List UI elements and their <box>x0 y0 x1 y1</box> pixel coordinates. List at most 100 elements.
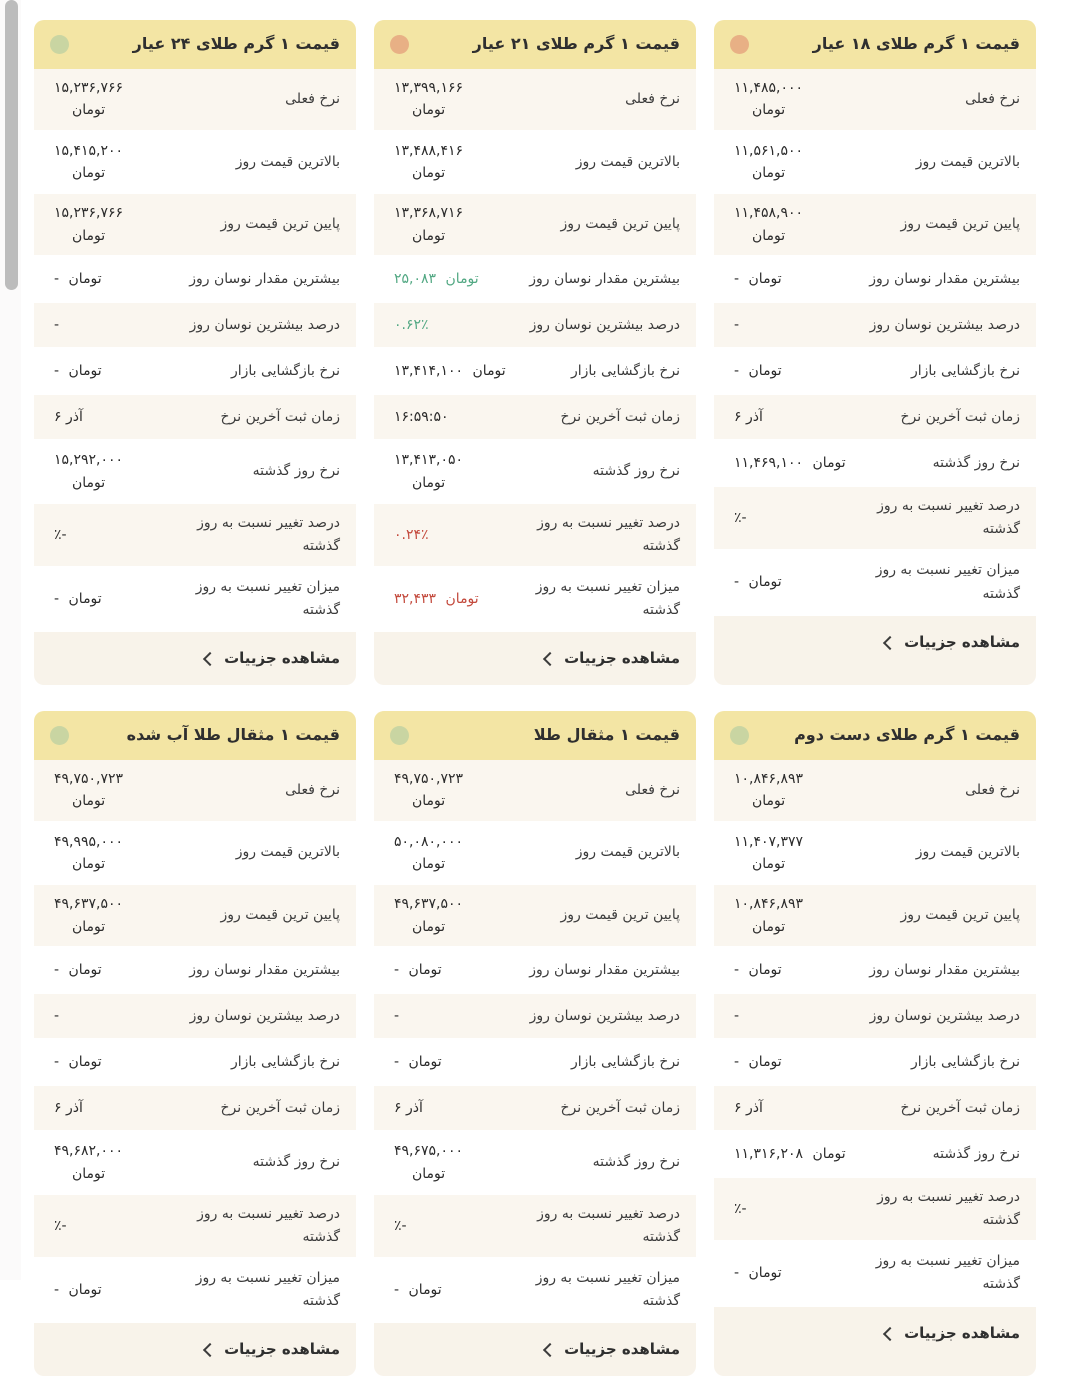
row-label: درصد بیشترین نوسان روز <box>869 1007 1020 1024</box>
price-row: نرخ بازگشایی بازار - تومان <box>714 349 1036 396</box>
row-amount: ۱۳,۴۱۴,۱۰۰ <box>394 363 464 380</box>
price-row: بالاترین قیمت روز ۴۹,۹۹۵,۰۰۰ تومان <box>34 822 356 886</box>
row-value: ۴۹,۶۳۷,۵۰۰ تومان <box>390 893 463 938</box>
row-unit: تومان <box>748 574 782 591</box>
row-amount: - <box>54 591 60 608</box>
row-unit: تومان <box>68 591 102 608</box>
row-amount: ۶ آذر <box>734 1099 763 1116</box>
row-unit: تومان <box>71 102 106 119</box>
card-title: قیمت ۱ گرم طلای ۱۸ عیار <box>812 34 1020 54</box>
row-amount: ۱۳,۳۶۸,۷۱۶ <box>394 205 464 222</box>
price-row: میزان تغییر نسبت به روز گذشته - تومان <box>34 568 356 633</box>
price-row: میزان تغییر نسبت به روز گذشته - تومان <box>374 1259 696 1324</box>
row-label: نرخ روز گذشته <box>592 463 680 480</box>
row-amount: ۱۳,۴۸۸,۴۱۶ <box>394 142 464 159</box>
row-value: ۳۲,۴۳۳ تومان <box>390 588 512 610</box>
details-link[interactable]: مشاهده جزییات <box>34 632 356 685</box>
row-label: درصد تغییر نسبت به روز گذشته <box>197 1205 340 1246</box>
price-row: نرخ فعلی ۴۹,۷۵۰,۷۲۳ تومان <box>374 759 696 823</box>
row-label: نرخ فعلی <box>625 781 680 798</box>
row-unit: تومان <box>408 1282 442 1299</box>
card-title: قیمت ۱ مثقال طلا <box>533 725 680 745</box>
gold-price-card: قیمت ۱ مثقال طلا نرخ فعلی ۴۹,۷۵۰,۷۲۳ توم… <box>374 710 696 1376</box>
details-link[interactable]: مشاهده جزییات <box>714 1306 1036 1376</box>
row-label: زمان ثبت آخرین نرخ <box>560 1099 680 1116</box>
price-row: درصد تغییر نسبت به روز گذشته ٪- <box>714 1178 1036 1243</box>
row-amount: ۴۹,۶۳۷,۵۰۰ <box>394 896 464 913</box>
details-link[interactable]: مشاهده جزییات <box>374 1323 696 1376</box>
card-header: قیمت ۱ مثقال طلا <box>374 710 696 760</box>
row-amount: ٪- <box>734 510 747 527</box>
row-amount: ۳۲,۴۳۳ <box>394 591 437 608</box>
row-amount: - <box>394 1053 400 1070</box>
row-label: نرخ بازگشایی بازار <box>570 362 680 379</box>
row-value: ٪- <box>390 1215 512 1237</box>
row-label: زمان ثبت آخرین نرخ <box>220 408 340 425</box>
row-label: درصد بیشترین نوسان روز <box>189 1007 340 1024</box>
row-value: - <box>730 314 852 336</box>
row-value: ۱۳,۴۱۳,۰۵۰ تومان <box>390 449 463 494</box>
row-label: میزان تغییر نسبت به روز گذشته <box>195 1270 340 1310</box>
row-label: نرخ فعلی <box>285 781 340 798</box>
status-dot-green-icon <box>730 725 749 745</box>
status-dot-green-icon <box>390 725 409 745</box>
row-label: بیشترین مقدار نوسان روز <box>189 961 340 978</box>
row-unit: تومان <box>445 271 479 288</box>
card-header: قیمت ۱ گرم طلای ۲۱ عیار <box>374 20 696 69</box>
price-row: زمان ثبت آخرین نرخ ۱۶:۵۹:۵۰ <box>374 395 696 442</box>
price-row: میزان تغییر نسبت به روز گذشته - تومان <box>34 1259 356 1324</box>
row-value: - تومان <box>390 959 512 981</box>
details-link[interactable]: مشاهده جزییات <box>374 632 696 685</box>
price-row: نرخ بازگشایی بازار - تومان <box>34 349 356 396</box>
row-unit: تومان <box>812 1145 846 1162</box>
row-label: درصد تغییر نسبت به روز گذشته <box>537 1205 680 1246</box>
row-label: بیشترین مقدار نوسان روز <box>869 961 1020 978</box>
row-value: - <box>730 1005 852 1027</box>
card-header: قیمت ۱ گرم طلای ۱۸ عیار <box>714 20 1036 69</box>
row-value: - تومان <box>390 1051 512 1073</box>
row-unit: تومان <box>408 961 442 978</box>
row-amount: ۱۱,۴۶۹,۱۰۰ <box>734 455 804 472</box>
price-row: بیشترین مقدار نوسان روز - تومان <box>714 257 1036 304</box>
details-link[interactable]: مشاهده جزییات <box>714 615 1036 685</box>
row-unit: تومان <box>71 165 106 182</box>
row-amount: - <box>54 961 60 978</box>
row-label: نرخ فعلی <box>285 90 340 107</box>
row-value: - <box>50 1005 172 1027</box>
row-unit: تومان <box>71 227 106 244</box>
price-row: پایین ترین قیمت روز ۱۱,۴۵۸,۹۰۰ تومان <box>714 194 1036 258</box>
price-row: پایین ترین قیمت روز ۴۹,۶۳۷,۵۰۰ تومان <box>374 885 696 949</box>
row-value: - تومان <box>730 959 852 981</box>
row-unit: تومان <box>411 227 446 244</box>
details-link[interactable]: مشاهده جزییات <box>34 1323 356 1376</box>
row-amount: ۱۱,۳۱۶,۲۰۸ <box>734 1145 804 1162</box>
row-unit: تومان <box>812 455 846 472</box>
row-label: نرخ بازگشایی بازار <box>230 1053 340 1070</box>
row-label: درصد بیشترین نوسان روز <box>869 316 1020 333</box>
row-value: ۶ آذر <box>390 1097 512 1119</box>
scrollbar[interactable] <box>0 0 21 1280</box>
row-amount: - <box>734 1007 740 1024</box>
status-dot-orange-icon <box>390 34 409 54</box>
row-amount: - <box>394 1007 400 1024</box>
row-value: ۴۹,۶۷۵,۰۰۰ تومان <box>390 1140 463 1185</box>
price-row: نرخ بازگشایی بازار - تومان <box>34 1040 356 1087</box>
price-row: درصد تغییر نسبت به روز گذشته ٪- <box>34 504 356 569</box>
row-value: ۱۱,۳۱۶,۲۰۸ تومان <box>730 1143 852 1165</box>
price-row: بیشترین مقدار نوسان روز ۲۵,۰۸۳ تومان <box>374 257 696 304</box>
price-row: پایین ترین قیمت روز ۴۹,۶۳۷,۵۰۰ تومان <box>34 885 356 949</box>
price-row: نرخ روز گذشته ۱۱,۳۱۶,۲۰۸ تومان <box>714 1132 1036 1179</box>
price-row: نرخ فعلی ۱۰,۸۴۶,۸۹۳ تومان <box>714 759 1036 823</box>
details-link-label: مشاهده جزییات <box>904 632 1020 651</box>
row-value: ۱۱,۴۵۸,۹۰۰ تومان <box>730 202 803 247</box>
price-row: بالاترین قیمت روز ۱۱,۴۰۷,۳۷۷ تومان <box>714 822 1036 886</box>
price-row: بیشترین مقدار نوسان روز - تومان <box>34 948 356 995</box>
price-row: زمان ثبت آخرین نرخ ۶ آذر <box>374 1086 696 1133</box>
row-value: ۴۹,۶۳۷,۵۰۰ تومان <box>50 893 123 938</box>
price-row: نرخ بازگشایی بازار - تومان <box>374 1040 696 1087</box>
row-label: بالاترین قیمت روز <box>235 844 340 861</box>
status-dot-orange-icon <box>730 34 749 54</box>
row-label: نرخ بازگشایی بازار <box>910 1053 1020 1070</box>
scrollbar-thumb[interactable] <box>5 0 18 290</box>
price-row: زمان ثبت آخرین نرخ ۶ آذر <box>714 395 1036 442</box>
